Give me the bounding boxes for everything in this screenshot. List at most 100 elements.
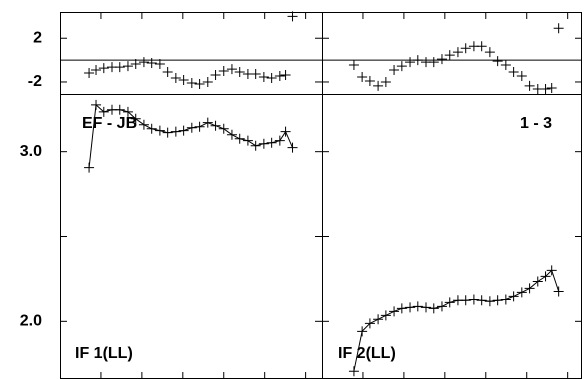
data-point bbox=[524, 283, 535, 294]
annotation: 1 - 3 bbox=[520, 115, 552, 132]
data-point bbox=[84, 162, 95, 173]
data-point bbox=[266, 73, 277, 84]
data-point bbox=[178, 125, 189, 136]
data-point bbox=[540, 83, 551, 94]
data-point bbox=[226, 64, 237, 75]
data-point bbox=[138, 57, 149, 68]
data-point bbox=[91, 65, 102, 76]
data-point bbox=[364, 75, 375, 86]
data-point bbox=[274, 70, 285, 81]
data-point bbox=[380, 310, 391, 321]
data-point bbox=[508, 67, 519, 78]
data-point bbox=[280, 69, 291, 80]
data-point bbox=[154, 125, 165, 136]
data-point bbox=[348, 60, 359, 71]
data-point bbox=[194, 121, 205, 132]
data-point bbox=[436, 54, 447, 65]
data-point bbox=[210, 69, 221, 80]
data-point bbox=[396, 61, 407, 72]
data-point bbox=[91, 99, 102, 110]
data-point bbox=[412, 55, 423, 66]
panel-title: IF 2(LL) bbox=[338, 345, 396, 362]
data-point bbox=[170, 73, 181, 84]
data-point bbox=[532, 276, 543, 287]
data-point bbox=[444, 297, 455, 308]
data-point bbox=[146, 58, 157, 69]
data-point bbox=[516, 287, 527, 298]
y-tick-label: 2.0 bbox=[20, 313, 42, 330]
data-point bbox=[114, 62, 125, 73]
data-point bbox=[186, 77, 197, 88]
data-point bbox=[266, 137, 277, 148]
data-point bbox=[389, 306, 400, 317]
data-point bbox=[242, 135, 253, 146]
data-point bbox=[287, 142, 298, 153]
data-point bbox=[250, 140, 261, 151]
data-point bbox=[122, 106, 133, 117]
data-point bbox=[114, 104, 125, 115]
data-point bbox=[460, 295, 471, 306]
panel-title: IF 1(LL) bbox=[75, 345, 133, 362]
data-point bbox=[484, 47, 495, 58]
data-point bbox=[84, 68, 95, 79]
data-point bbox=[357, 326, 368, 337]
data-point bbox=[348, 366, 359, 377]
data-point bbox=[250, 68, 261, 79]
data-point bbox=[508, 291, 519, 302]
frame bbox=[60, 12, 582, 379]
data-point bbox=[202, 117, 213, 128]
data-point bbox=[274, 135, 285, 146]
data-point bbox=[492, 295, 503, 306]
data-point bbox=[500, 60, 511, 71]
data-point bbox=[421, 302, 431, 313]
data-point bbox=[380, 76, 391, 87]
data-point bbox=[428, 303, 439, 314]
data-point bbox=[373, 80, 384, 91]
data-point bbox=[364, 318, 375, 329]
data-point bbox=[546, 82, 557, 93]
data-point bbox=[258, 138, 269, 149]
data-point bbox=[178, 75, 189, 86]
data-point bbox=[405, 302, 416, 313]
data-point bbox=[553, 286, 564, 297]
data-point bbox=[287, 11, 298, 22]
data-point bbox=[553, 23, 564, 34]
data-point bbox=[516, 70, 527, 81]
data-point bbox=[405, 57, 416, 68]
data-point bbox=[452, 47, 463, 58]
data-point bbox=[280, 126, 291, 137]
data-point bbox=[218, 66, 229, 77]
data-point bbox=[162, 67, 173, 78]
annotation: EF - JB bbox=[82, 115, 137, 132]
data-point bbox=[130, 59, 141, 70]
data-point bbox=[389, 65, 400, 76]
data-point bbox=[194, 78, 205, 89]
data-point bbox=[234, 133, 245, 144]
data-point bbox=[357, 72, 368, 83]
data-point bbox=[154, 59, 165, 70]
y-tick-label: 2 bbox=[33, 29, 42, 46]
data-point bbox=[162, 127, 173, 138]
data-point bbox=[492, 56, 503, 67]
y-tick-label: 3.0 bbox=[20, 143, 42, 160]
data-point bbox=[186, 122, 197, 133]
data-point bbox=[122, 61, 133, 72]
data-point bbox=[428, 57, 439, 68]
data-point bbox=[436, 301, 447, 312]
data-point bbox=[258, 72, 269, 83]
data-point bbox=[468, 294, 479, 305]
data-point bbox=[396, 303, 407, 314]
data-point bbox=[130, 113, 141, 124]
data-point bbox=[460, 43, 471, 54]
data-point bbox=[210, 120, 221, 131]
data-point bbox=[373, 314, 384, 325]
data-point bbox=[444, 50, 455, 61]
data-point bbox=[170, 126, 181, 137]
data-point bbox=[226, 129, 237, 140]
data-point bbox=[500, 294, 511, 305]
data-point bbox=[412, 301, 423, 312]
data-point bbox=[146, 123, 157, 134]
y-tick-label: -2 bbox=[28, 73, 42, 90]
data-point bbox=[98, 63, 109, 74]
